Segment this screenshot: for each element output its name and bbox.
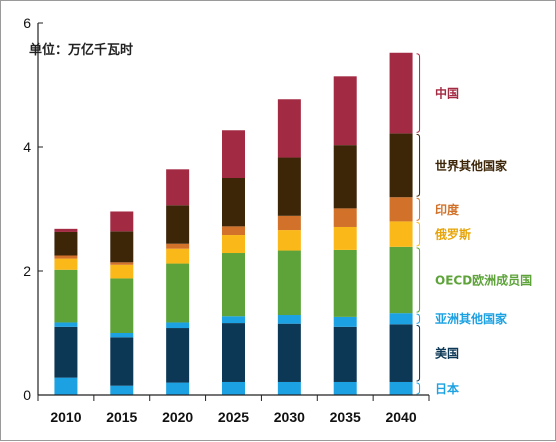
bar-segment-2015-0: [110, 385, 134, 395]
legend-label: 日本: [435, 381, 459, 396]
bar-segment-2040-6: [389, 133, 413, 198]
x-tick-label: 2020: [162, 409, 193, 425]
bar-segment-2035-1: [333, 326, 357, 382]
x-tick-label: 2015: [106, 409, 137, 425]
unit-label: 单位：万亿千瓦时: [29, 43, 134, 58]
bar-segment-2020-3: [166, 263, 190, 323]
legend-bracket-1: [416, 324, 421, 382]
legend-bracket-4: [416, 221, 421, 247]
legend-bracket-2: [416, 313, 421, 324]
bar-segment-2025-2: [222, 316, 245, 324]
bar-segment-2035-6: [333, 145, 357, 209]
y-tick-label: 0: [23, 387, 31, 403]
bar-segment-2035-3: [333, 249, 357, 317]
legend-label: 中国: [435, 86, 459, 101]
bar-segment-2015-5: [110, 262, 134, 265]
bar-segment-2030-7: [277, 99, 301, 158]
bar-segment-2030-1: [277, 323, 301, 382]
bar-segment-2020-4: [166, 248, 190, 264]
bar-segment-2010-6: [54, 231, 78, 256]
bar-segment-2030-4: [277, 230, 301, 251]
bar-segment-2025-3: [222, 253, 245, 317]
bar-segment-2020-6: [166, 205, 190, 244]
bar-segment-2040-4: [389, 221, 413, 247]
bar-segment-2030-2: [277, 315, 301, 324]
bar-segment-2010-0: [54, 377, 78, 395]
legend-bracket-6: [416, 133, 421, 197]
legend-label: 亚洲其他国家: [435, 311, 508, 326]
bar-segment-2040-2: [389, 313, 413, 325]
x-tick-label: 2030: [274, 409, 305, 425]
bar-segment-2040-0: [389, 381, 413, 395]
bar-segment-2010-2: [54, 322, 78, 327]
bar-segment-2010-3: [54, 269, 78, 323]
bar-segment-2030-6: [277, 157, 301, 216]
legend-label: OECD欧洲成员国: [435, 272, 532, 287]
bar-segment-2030-3: [277, 250, 301, 316]
legend-bracket-5: [416, 197, 421, 221]
bar-segment-2020-0: [166, 382, 190, 395]
bar-segment-2015-6: [110, 231, 134, 263]
legend-label: 俄罗斯: [434, 227, 471, 242]
bar-segment-2020-5: [166, 243, 190, 249]
bar-segment-2035-0: [333, 381, 357, 395]
bar-segment-2025-6: [222, 178, 245, 227]
bar-segment-2020-7: [166, 169, 190, 206]
bar-segment-2030-0: [277, 381, 301, 395]
bar-segment-2035-7: [333, 76, 357, 146]
axes-group: 2010 2015 2020 2025 2030 2035 2040 0 2 4 6: [23, 15, 430, 425]
bars-group: [54, 52, 413, 395]
bar-segment-2010-1: [54, 326, 78, 378]
bar-segment-2035-5: [333, 208, 357, 227]
bar-segment-2035-4: [333, 226, 357, 250]
bar-segment-2015-4: [110, 264, 134, 279]
legend-bracket-7: [416, 53, 421, 133]
bar-segment-2040-3: [389, 246, 413, 314]
bar-segment-2015-1: [110, 337, 134, 386]
bar-segment-2010-4: [54, 258, 78, 270]
bar-segment-2025-7: [222, 130, 245, 178]
x-tick-label: 2025: [218, 409, 249, 425]
y-tick-label: 2: [23, 263, 31, 279]
legend-label: 美国: [435, 346, 459, 361]
bar-segment-2025-1: [222, 323, 245, 382]
bar-segment-2040-5: [389, 197, 413, 222]
bar-segment-2020-2: [166, 322, 190, 329]
legend-bracket-3: [416, 247, 421, 313]
bar-segment-2025-0: [222, 381, 245, 395]
x-tick-label: 2035: [330, 409, 361, 425]
x-tick-label: 2010: [50, 409, 81, 425]
bar-segment-2025-5: [222, 226, 245, 236]
bar-segment-2015-2: [110, 333, 134, 338]
bar-segment-2030-5: [277, 215, 301, 231]
legend-label: 世界其他国家: [435, 158, 508, 173]
bar-segment-2040-7: [389, 52, 413, 134]
y-tick-label: 6: [23, 15, 31, 31]
y-tick-label: 4: [23, 139, 31, 155]
bar-segment-2015-3: [110, 278, 134, 333]
bar-segment-2015-7: [110, 211, 134, 232]
bar-segment-2035-2: [333, 316, 357, 327]
bar-segment-2020-1: [166, 328, 190, 383]
legend-bracket-0: [416, 382, 421, 395]
bar-segment-2010-5: [54, 255, 78, 259]
bar-segment-2040-1: [389, 324, 413, 382]
x-tick-label: 2040: [385, 409, 416, 425]
legend-label: 印度: [435, 202, 460, 217]
bar-segment-2010-7: [54, 228, 78, 232]
bar-segment-2025-4: [222, 235, 245, 254]
